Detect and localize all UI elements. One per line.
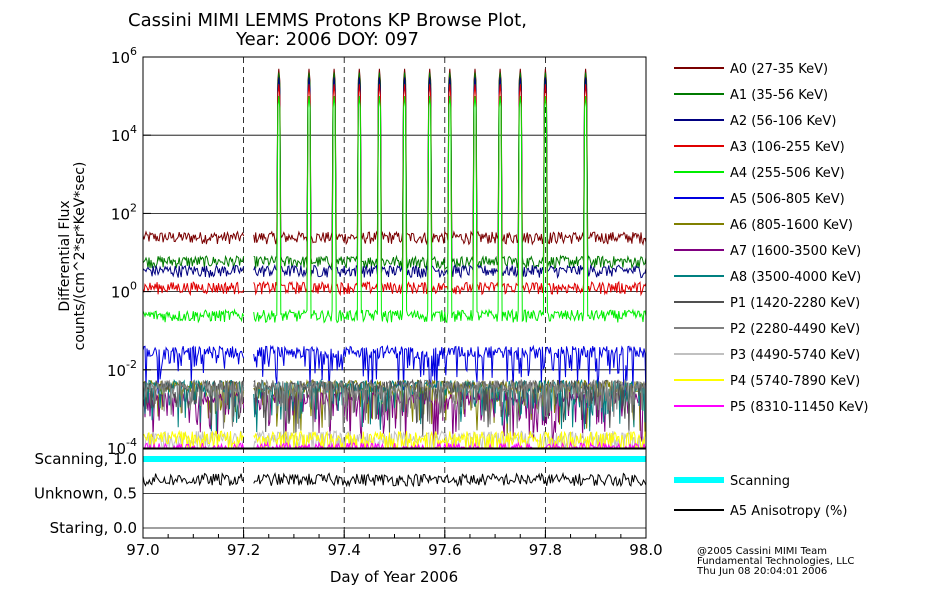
chart-title: Cassini MIMI LEMMS Protons KP Browse Plo… (128, 10, 527, 31)
legend-label: A8 (3500-4000 KeV) (730, 270, 861, 285)
y-tick-label: 106 (111, 45, 137, 67)
legend-label: Scanning (730, 474, 790, 489)
series-line-0 (142, 68, 647, 246)
legend: A0 (27-35 KeV) A1 (35-56 KeV) A2 (56-106 K… (674, 62, 868, 519)
x-tick-label: 97.0 (126, 541, 159, 559)
chart-subtitle: Year: 2006 DOY: 097 (236, 29, 419, 50)
credit-timestamp: Thu Jun 08 20:04:01 2006 (697, 566, 828, 577)
mode-tick-label: Staring, 0.0 (50, 519, 137, 537)
mode-tick-label: Scanning, 1.0 (34, 450, 137, 468)
legend-label: P4 (5740-7890 KeV) (730, 374, 860, 389)
series-line-4 (142, 96, 647, 324)
legend-label: P1 (1420-2280 KeV) (730, 296, 860, 311)
series-line-1 (142, 72, 647, 270)
legend-label: A3 (106-255 KeV) (730, 140, 845, 155)
y-tick-label: 10-4 (107, 436, 137, 458)
mode-line-anisotropy (142, 471, 647, 488)
flux-plot-frame (142, 56, 647, 449)
ticks-layer (142, 56, 647, 538)
legend-label: A7 (1600-3500 KeV) (730, 244, 861, 259)
credit-copyright: @2005 Cassini MIMI Team (697, 546, 827, 557)
legend-label: A2 (56-106 KeV) (730, 114, 836, 129)
legend-label: P2 (2280-4490 KeV) (730, 322, 860, 337)
y-tick-label: 104 (111, 123, 137, 145)
y-tick-label: 102 (111, 201, 137, 223)
x-axis-label: Day of Year 2006 (330, 568, 458, 586)
legend-label: A1 (35-56 KeV) (730, 88, 828, 103)
y-tick-label: 10-2 (107, 358, 137, 380)
series-line-2 (142, 77, 647, 279)
y-axis-label: Differential Flux (57, 200, 73, 311)
series-layer (142, 68, 647, 450)
series-line-5 (142, 344, 647, 402)
flux-grid (143, 56, 646, 538)
legend-label: A0 (27-35 KeV) (730, 62, 828, 77)
legend-label: P5 (8310-11450 KeV) (730, 400, 868, 415)
legend-label: A4 (255-506 KeV) (730, 166, 845, 181)
x-tick-label: 97.6 (428, 541, 461, 559)
mode-tick-label: Unknown, 0.5 (34, 485, 137, 503)
series-line-10 (142, 378, 647, 441)
legend-label: A6 (805-1600 KeV) (730, 218, 853, 233)
x-tick-label: 97.4 (327, 541, 360, 559)
x-tick-label: 97.8 (529, 541, 562, 559)
y-axis-label-units: counts/(cm^2*sr*KeV*sec) (72, 162, 88, 351)
x-tick-label: 97.2 (227, 541, 260, 559)
y-tick-label: 100 (111, 280, 137, 302)
labels-layer: 97.0 97.2 97.4 97.6 97.8 98.0 106 104 102 100 10-2… (34, 45, 663, 559)
legend-label: A5 Anisotropy (%) (730, 504, 847, 519)
credit-organization: Fundamental Technologies, LLC (697, 556, 855, 567)
legend-label: A5 (506-805 KeV) (730, 192, 845, 207)
mode-layer (142, 456, 647, 488)
legend-label: P3 (4490-5740 KeV) (730, 348, 860, 363)
mode-grid (143, 458, 646, 529)
series-line-3 (142, 84, 647, 297)
x-tick-label: 98.0 (629, 541, 662, 559)
